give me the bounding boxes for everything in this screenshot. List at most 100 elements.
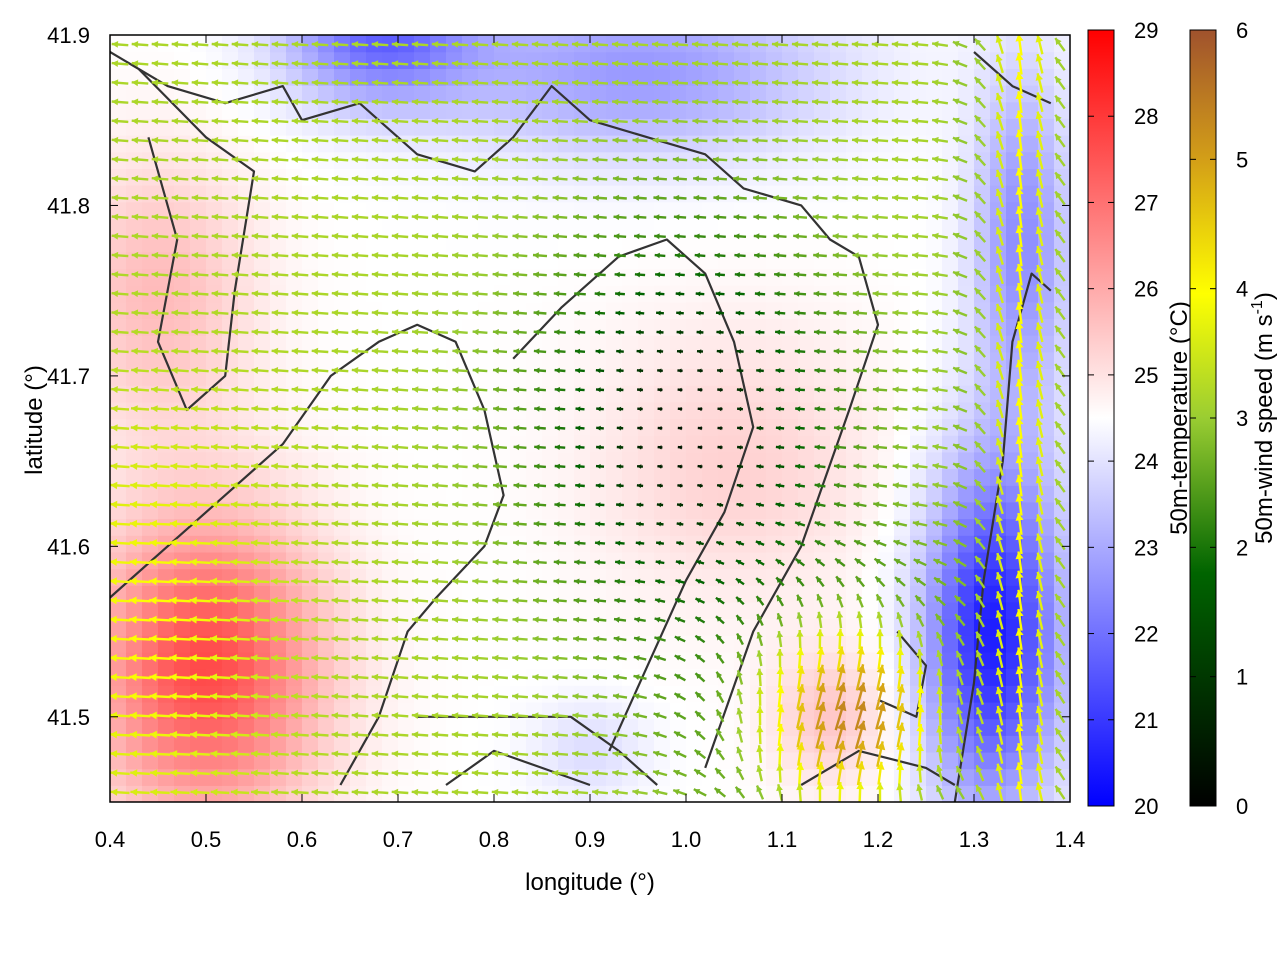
temperature-cell — [462, 35, 479, 53]
temperature-cell — [782, 768, 799, 786]
temperature-cell — [622, 401, 639, 420]
temperature-cell — [238, 418, 255, 436]
temperature-cell — [686, 101, 703, 119]
temperature-cell — [718, 368, 735, 386]
temperature-cell — [142, 368, 159, 386]
temperature-cell — [238, 268, 255, 286]
temperature-cell — [446, 518, 463, 536]
temperature-cell — [174, 268, 191, 286]
temperature-cell — [158, 601, 175, 620]
temperature-cell — [126, 185, 143, 203]
temperature-cell — [510, 585, 527, 603]
temperature-cell — [942, 51, 959, 69]
temperature-cell — [782, 51, 799, 69]
temperature-cell — [558, 101, 575, 119]
temperature-cell — [942, 218, 959, 236]
temperature-cell — [430, 401, 447, 420]
temperature-cell — [638, 85, 655, 103]
temperature-cell — [782, 601, 799, 620]
temperature-cell — [574, 235, 591, 253]
temperature-cell — [174, 368, 191, 386]
temperature-cell — [174, 485, 191, 503]
temperature-cell — [686, 468, 703, 486]
temperature-cell — [1022, 751, 1039, 770]
temperature-cell — [590, 785, 607, 802]
temperature-cell — [574, 401, 591, 420]
temperature-cell — [462, 601, 479, 620]
temperature-cell — [350, 435, 367, 453]
temperature-cell — [110, 785, 127, 802]
temperature-cell — [126, 468, 143, 486]
temperature-cell — [574, 135, 591, 153]
temperature-cell — [654, 351, 671, 370]
temperature-cell — [366, 101, 383, 119]
temperature-cell — [814, 401, 831, 420]
temperature-cell — [318, 118, 335, 136]
temperature-cell — [110, 401, 127, 420]
temperature-cell — [334, 518, 351, 536]
temperature-cell — [638, 51, 655, 69]
temperature-cell — [334, 135, 351, 153]
temperature-cell — [206, 235, 223, 253]
temperature-cell — [702, 418, 719, 436]
temperature-cell — [702, 485, 719, 503]
temperature-cell — [702, 435, 719, 453]
temperature-cell — [302, 85, 319, 103]
temperature-cell — [206, 118, 223, 136]
temperature-cell — [926, 301, 943, 320]
temperature-cell — [638, 751, 655, 770]
temperature-cell — [382, 268, 399, 286]
temperature-cell — [894, 218, 911, 236]
temperature-cell — [558, 235, 575, 253]
temperature-cell — [638, 285, 655, 303]
temperature-cell — [446, 651, 463, 670]
temperature-cell — [430, 468, 447, 486]
temperature-cell — [574, 85, 591, 103]
temperature-cell — [270, 468, 287, 486]
temperature-cell — [702, 168, 719, 186]
temperature-cell — [686, 585, 703, 603]
temperature-cell — [734, 735, 751, 753]
temperature-cell — [126, 435, 143, 453]
temperature-cell — [366, 51, 383, 69]
temperature-cell — [670, 701, 687, 720]
temperature-cell — [558, 418, 575, 436]
temperature-cell — [126, 301, 143, 320]
temperature-cell — [606, 51, 623, 69]
temperature-cell — [462, 335, 479, 353]
temperature-cell — [142, 335, 159, 353]
temperature-cell — [782, 668, 799, 686]
temperature-cell — [302, 535, 319, 553]
temperature-cell — [942, 735, 959, 753]
temperature-cell — [718, 351, 735, 370]
temperature-cell — [782, 651, 799, 670]
temperature-cell — [398, 585, 415, 603]
temperature-cell — [718, 518, 735, 536]
temperature-cell — [430, 685, 447, 703]
temperature-cell — [478, 585, 495, 603]
temperature-cell — [302, 351, 319, 370]
temperature-cell — [126, 68, 143, 86]
temperature-cell — [366, 168, 383, 186]
temperature-cell — [862, 718, 879, 736]
temperature-cell — [350, 135, 367, 153]
temperature-cell — [382, 518, 399, 536]
temperature-cell — [238, 518, 255, 536]
temperature-cell — [398, 218, 415, 236]
temperature-cell — [270, 168, 287, 186]
temperature-cell — [606, 435, 623, 453]
temperature-cell — [270, 401, 287, 420]
temperature-cell — [398, 568, 415, 586]
temperature-cell — [606, 518, 623, 536]
temperature-cell — [190, 718, 207, 736]
temperature-cell — [398, 718, 415, 736]
temperature-cell — [638, 601, 655, 620]
temperature-cell — [942, 718, 959, 736]
temperature-cell — [446, 168, 463, 186]
temperature-cell — [878, 85, 895, 103]
temperature-cell — [318, 468, 335, 486]
temperature-cell — [318, 335, 335, 353]
temperature-cell — [750, 351, 767, 370]
temperature-cell — [542, 651, 559, 670]
temperature-cell — [366, 501, 383, 520]
